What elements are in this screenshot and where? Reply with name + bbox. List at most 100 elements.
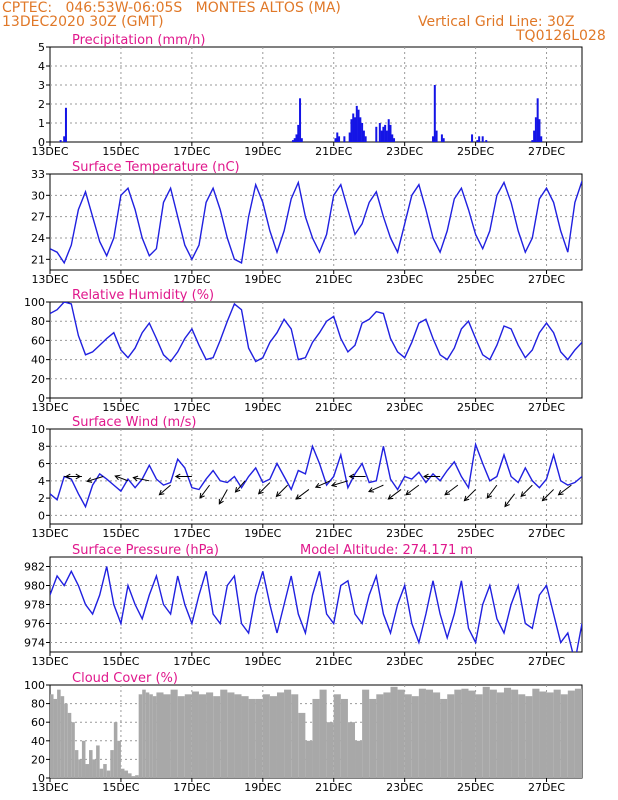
precip-bar bbox=[536, 98, 539, 142]
panel-rh: 0 20 40 60 80 100 13DEC 15DEC 17DEC 19DEC 21DEC 23D… bbox=[24, 288, 583, 414]
cloud-bar bbox=[103, 764, 107, 778]
wind-arrow-head bbox=[199, 492, 205, 499]
wind-arrow-head bbox=[330, 481, 337, 488]
precip-bar bbox=[354, 117, 357, 142]
precip-bar bbox=[540, 136, 543, 142]
wind-arrow-head bbox=[486, 492, 493, 499]
wind-arrow bbox=[235, 480, 246, 493]
cloud-bar bbox=[397, 689, 405, 778]
precip-bar bbox=[534, 117, 537, 142]
y-tick-label: 5 bbox=[38, 41, 45, 54]
cloud-bar bbox=[447, 694, 455, 778]
precip-bar bbox=[336, 132, 339, 142]
cloud-bar bbox=[96, 745, 100, 778]
cloud-bar bbox=[191, 691, 199, 778]
y-tick-label: 0 bbox=[38, 136, 45, 149]
precip-bar bbox=[59, 140, 62, 142]
y-tick-label: 982 bbox=[24, 561, 45, 574]
cloud-bar bbox=[418, 688, 426, 778]
precip-bar bbox=[355, 105, 358, 142]
cloud-bar bbox=[255, 698, 263, 778]
precip-bar bbox=[478, 136, 481, 142]
cloud-bar bbox=[89, 750, 93, 778]
cloud-bar bbox=[489, 689, 497, 778]
header-grid-note: Vertical Grid Line: 30Z bbox=[418, 14, 575, 30]
cloud-bar bbox=[152, 696, 157, 778]
wind-arrow-head bbox=[64, 473, 71, 480]
cloud-bar bbox=[206, 692, 214, 778]
x-tick-label: 21DEC bbox=[315, 655, 352, 668]
precip-bar bbox=[387, 119, 390, 142]
series-group bbox=[50, 441, 582, 509]
cloud-bar bbox=[532, 688, 540, 778]
precip-bar bbox=[295, 134, 298, 142]
precip-bar bbox=[435, 130, 438, 142]
cloud-bar bbox=[67, 712, 72, 778]
precip-bar bbox=[357, 109, 360, 142]
precip-bar bbox=[361, 123, 364, 142]
panel-title: Surface Pressure (hPa) bbox=[72, 543, 219, 558]
x-tick-label: 13DEC bbox=[31, 527, 68, 540]
y-tick-label: 976 bbox=[24, 618, 45, 631]
cloud-bar bbox=[326, 722, 334, 778]
wind-arrow bbox=[331, 480, 349, 487]
y-tick-label: 30 bbox=[31, 189, 45, 202]
precip-bar bbox=[348, 132, 351, 142]
precip-bar bbox=[533, 130, 536, 142]
x-tick-label: 19DEC bbox=[244, 145, 281, 158]
cloud-bar bbox=[106, 770, 111, 778]
cloud-bar bbox=[276, 692, 285, 778]
y-tick-label: 80 bbox=[31, 315, 45, 328]
y-tick-label: 6 bbox=[38, 458, 45, 471]
wind-arrow-head bbox=[444, 489, 451, 496]
x-tick-label: 17DEC bbox=[173, 273, 210, 286]
wind-arrow-head bbox=[295, 494, 302, 500]
wind-line bbox=[50, 441, 582, 509]
x-tick-label: 27DEC bbox=[528, 655, 565, 668]
x-tick-label: 21DEC bbox=[315, 401, 352, 414]
cloud-bar bbox=[78, 759, 82, 778]
wind-arrow-head bbox=[368, 487, 375, 493]
wind-arrow-head bbox=[132, 475, 139, 482]
cloud-bar bbox=[60, 696, 65, 778]
cloud-bar bbox=[503, 687, 512, 778]
series-group bbox=[50, 686, 582, 778]
cloud-bar bbox=[291, 694, 299, 778]
precip-bar bbox=[531, 140, 534, 142]
rh-line bbox=[50, 302, 582, 363]
cloud-bar bbox=[138, 694, 143, 778]
precip-bar bbox=[297, 124, 300, 142]
precip-bar bbox=[442, 138, 445, 142]
x-tick-label: 15DEC bbox=[102, 655, 139, 668]
y-tick-label: 978 bbox=[24, 599, 45, 612]
precip-bar bbox=[384, 124, 387, 142]
cloud-bar bbox=[71, 722, 75, 778]
x-tick-label: 19DEC bbox=[244, 781, 281, 794]
panel-title: Surface Wind (m/s) bbox=[72, 415, 196, 430]
x-tick-label: 25DEC bbox=[457, 655, 494, 668]
cloud-bar bbox=[213, 696, 221, 778]
x-tick-label: 27DEC bbox=[528, 145, 565, 158]
cloud-bar bbox=[298, 712, 306, 778]
header-date: 13DEC2020 30Z (GMT) bbox=[2, 14, 164, 30]
cloud-bar bbox=[433, 692, 441, 778]
cloud-bar bbox=[454, 689, 462, 778]
panel-precip: 0 1 2 3 4 5 13DEC 15DEC 17DEC 19DEC 21DEC 23DEC 25DE… bbox=[31, 33, 583, 158]
y-tick-label: 1 bbox=[38, 117, 45, 130]
wind-arrow bbox=[520, 484, 533, 497]
wind-arrow-head bbox=[557, 489, 564, 496]
cloud-bar bbox=[198, 694, 207, 778]
cloud-bar bbox=[124, 770, 129, 778]
x-tick-label: 15DEC bbox=[102, 401, 139, 414]
wind-arrow-head bbox=[541, 495, 548, 502]
x-tick-label: 13DEC bbox=[31, 655, 68, 668]
precip-bar bbox=[291, 140, 294, 142]
panel-annotation: Model Altitude: 274.171 m bbox=[300, 543, 473, 558]
panel-temp: 21 24 27 30 33 13DEC 15DEC 17DEC 19DEC 21DEC 23DEC… bbox=[31, 160, 583, 286]
cloud-bar bbox=[85, 764, 90, 778]
cloud-bar bbox=[81, 740, 86, 778]
temp-line bbox=[50, 180, 582, 265]
wind-arrow bbox=[315, 480, 331, 488]
wind-arrow bbox=[388, 489, 402, 500]
y-tick-label: 60 bbox=[31, 716, 45, 729]
